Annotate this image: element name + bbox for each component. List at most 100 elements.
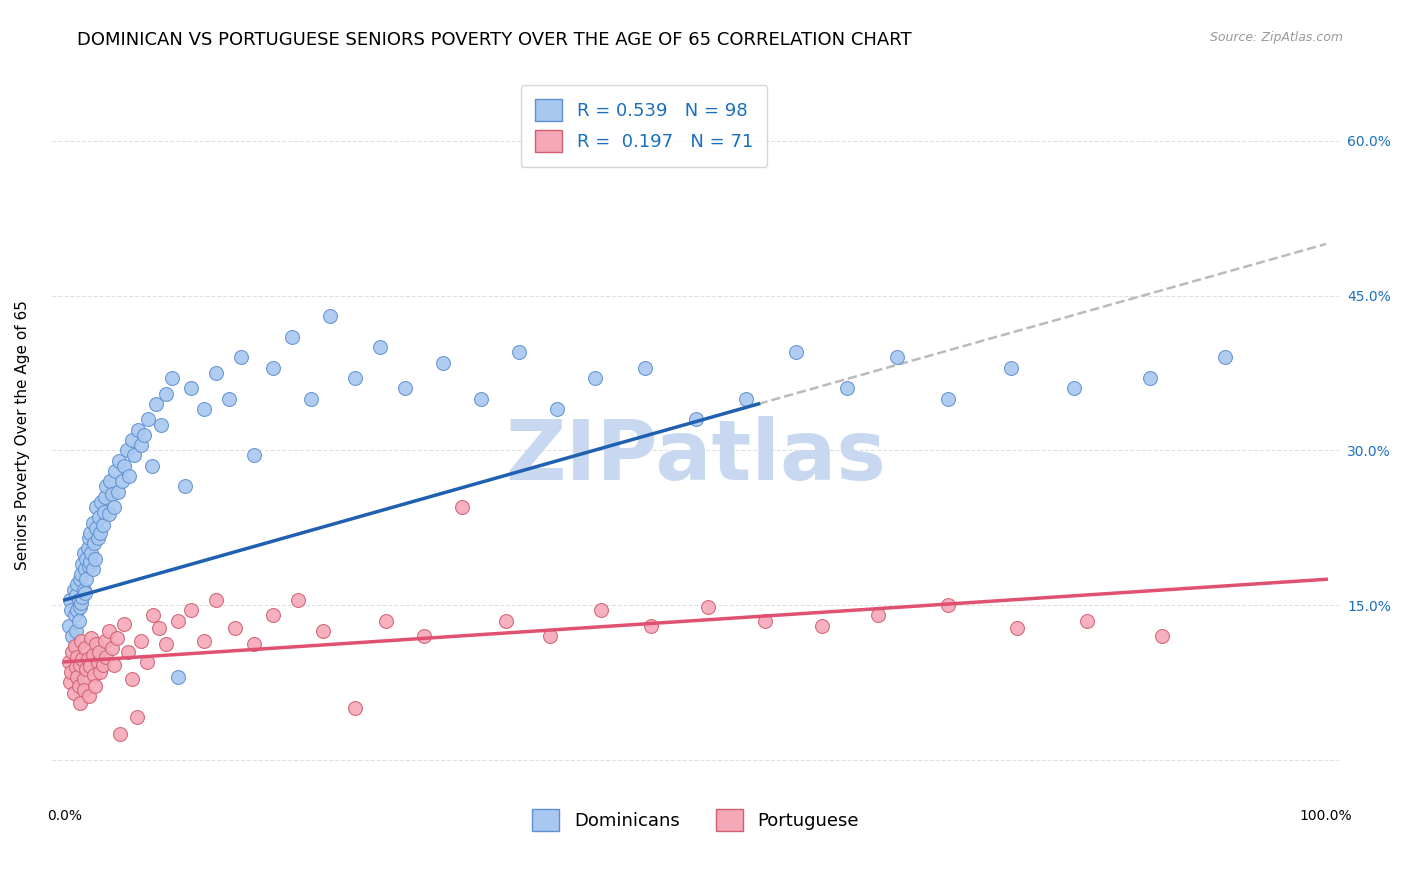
Point	[58, 655, 80, 669]
Point	[65, 660, 87, 674]
Point	[103, 657, 125, 672]
Point	[66, 603, 89, 617]
Point	[112, 458, 135, 473]
Point	[79, 555, 101, 569]
Point	[193, 634, 215, 648]
Text: ZIPatlas: ZIPatlas	[505, 417, 886, 498]
Point	[886, 351, 908, 365]
Point	[82, 562, 104, 576]
Point	[868, 608, 890, 623]
Point	[60, 644, 83, 658]
Point	[173, 479, 195, 493]
Point	[136, 412, 159, 426]
Point	[205, 593, 228, 607]
Point	[60, 665, 83, 680]
Point	[470, 392, 492, 406]
Point	[231, 351, 253, 365]
Point	[299, 392, 322, 406]
Point	[134, 427, 156, 442]
Point	[785, 345, 807, 359]
Point	[90, 495, 112, 509]
Point	[70, 596, 93, 610]
Point	[115, 443, 138, 458]
Point	[73, 641, 96, 656]
Point	[73, 682, 96, 697]
Point	[127, 423, 149, 437]
Point	[104, 464, 127, 478]
Point	[1005, 621, 1028, 635]
Point	[94, 490, 117, 504]
Point	[91, 657, 114, 672]
Point	[432, 356, 454, 370]
Point	[413, 629, 436, 643]
Point	[287, 593, 309, 607]
Point	[1000, 360, 1022, 375]
Point	[368, 340, 391, 354]
Point	[94, 634, 117, 648]
Point	[936, 392, 959, 406]
Point	[375, 614, 398, 628]
Point	[63, 640, 86, 654]
Point	[205, 366, 228, 380]
Point	[142, 608, 165, 623]
Point	[107, 484, 129, 499]
Point	[86, 521, 108, 535]
Point	[60, 603, 83, 617]
Point	[262, 608, 284, 623]
Point	[312, 624, 335, 638]
Point	[145, 397, 167, 411]
Point	[129, 438, 152, 452]
Point	[67, 593, 90, 607]
Point	[96, 479, 118, 493]
Point	[89, 525, 111, 540]
Point	[343, 701, 366, 715]
Point	[103, 500, 125, 514]
Point	[155, 637, 177, 651]
Point	[72, 590, 94, 604]
Point	[80, 631, 103, 645]
Point	[82, 648, 104, 662]
Point	[84, 679, 107, 693]
Point	[98, 475, 121, 489]
Point	[89, 665, 111, 680]
Point	[540, 629, 562, 643]
Point	[835, 381, 858, 395]
Point	[83, 668, 105, 682]
Point	[1063, 381, 1085, 395]
Point	[810, 618, 832, 632]
Point	[87, 510, 110, 524]
Point	[96, 649, 118, 664]
Point	[65, 624, 87, 638]
Point	[117, 644, 139, 658]
Point	[148, 621, 170, 635]
Point	[122, 449, 145, 463]
Point	[80, 547, 103, 561]
Point	[69, 657, 91, 672]
Point	[754, 614, 776, 628]
Point	[697, 600, 720, 615]
Text: Source: ZipAtlas.com: Source: ZipAtlas.com	[1209, 31, 1343, 45]
Point	[98, 508, 121, 522]
Point	[87, 644, 110, 658]
Point	[83, 536, 105, 550]
Point	[110, 727, 132, 741]
Point	[281, 330, 304, 344]
Point	[121, 433, 143, 447]
Point	[72, 557, 94, 571]
Point	[62, 686, 84, 700]
Point	[129, 634, 152, 648]
Point	[495, 614, 517, 628]
Point	[73, 547, 96, 561]
Point	[58, 618, 80, 632]
Point	[583, 371, 606, 385]
Point	[73, 562, 96, 576]
Point	[82, 516, 104, 530]
Point	[59, 675, 82, 690]
Point	[67, 679, 90, 693]
Point	[66, 670, 89, 684]
Point	[63, 640, 86, 654]
Point	[155, 386, 177, 401]
Point	[319, 309, 342, 323]
Point	[59, 593, 82, 607]
Point	[77, 531, 100, 545]
